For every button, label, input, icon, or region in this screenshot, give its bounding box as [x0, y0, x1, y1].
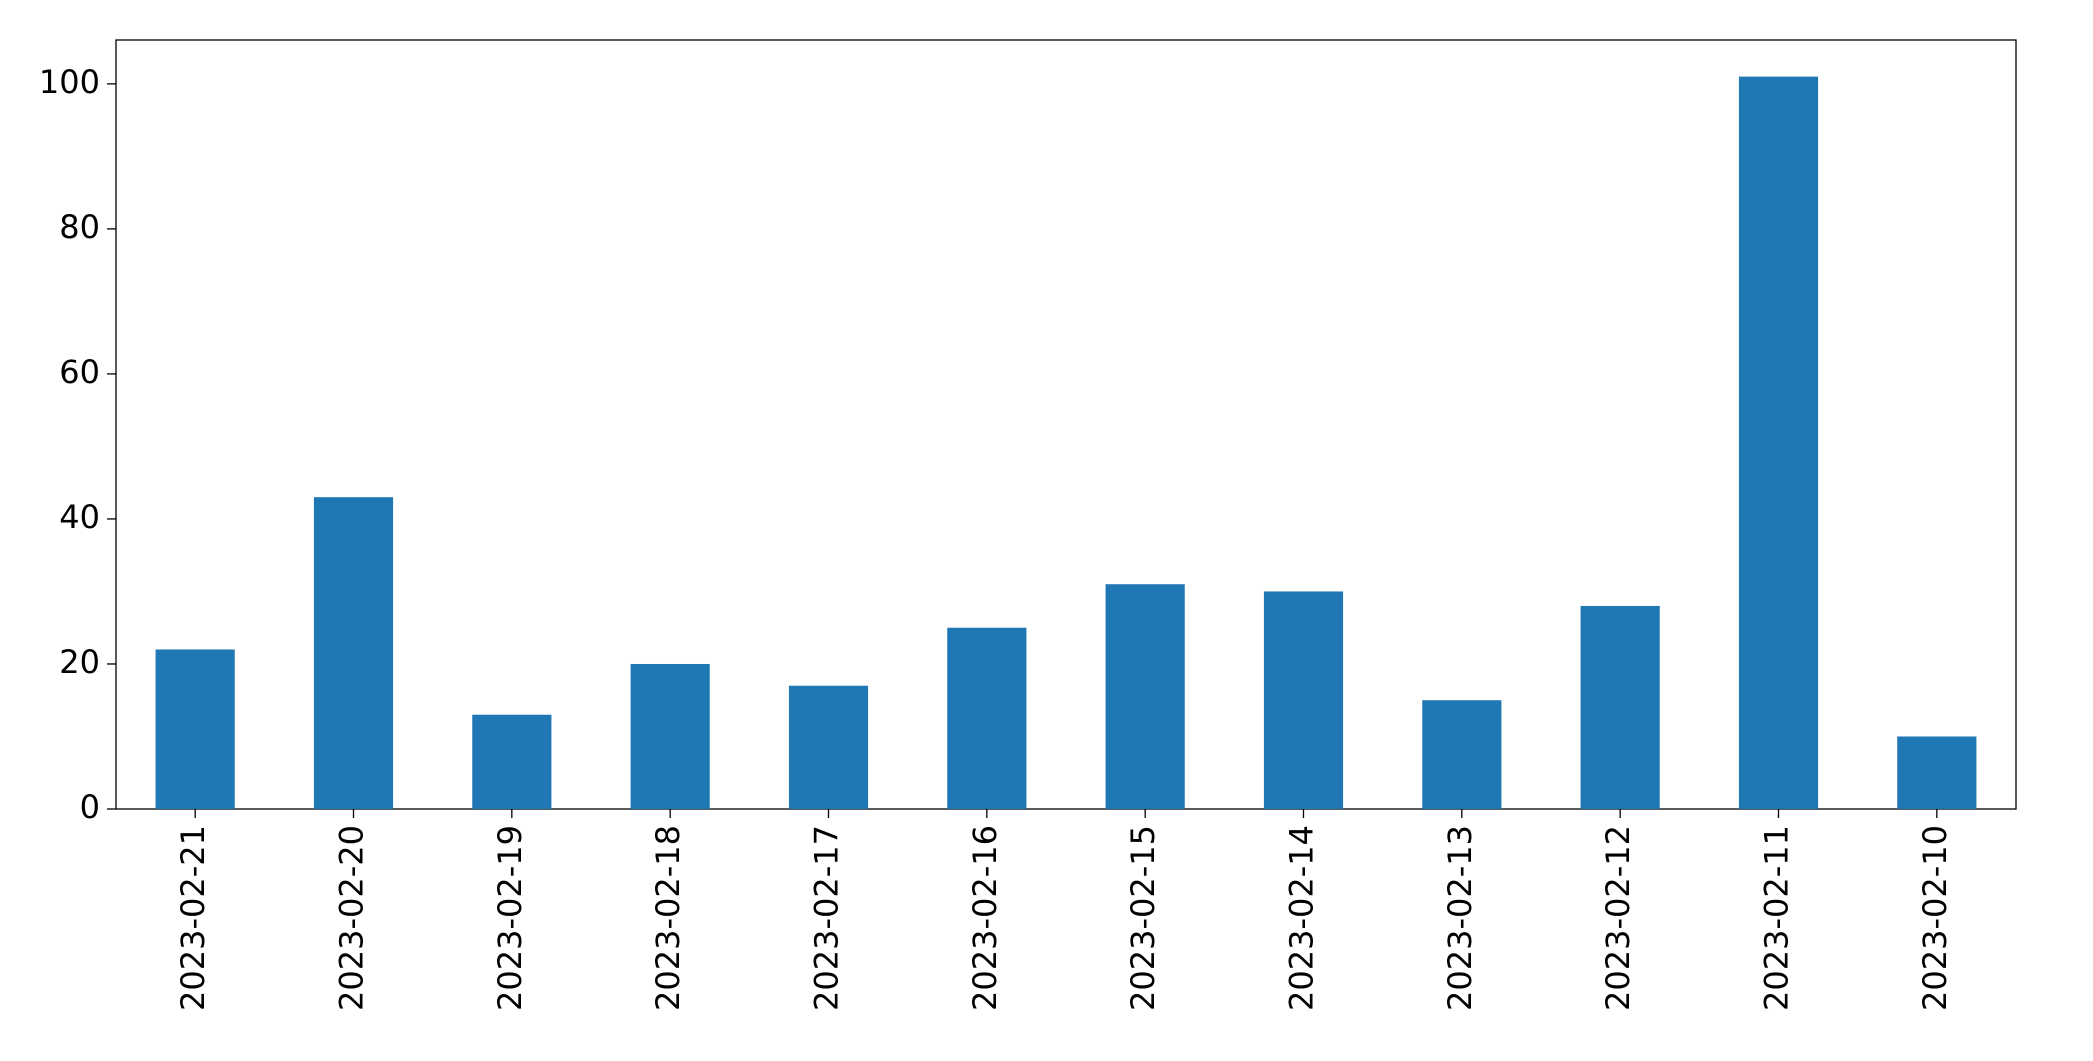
bar: [1897, 736, 1977, 809]
x-tick-label: 2023-02-15: [1124, 825, 1162, 1011]
x-tick-label: 2023-02-14: [1283, 825, 1321, 1011]
bar: [630, 663, 710, 809]
bar: [1105, 584, 1185, 809]
bar: [472, 714, 552, 809]
x-tick-label: 2023-02-20: [333, 825, 371, 1011]
x-tick-label: 2023-02-10: [1916, 825, 1954, 1011]
x-tick-label: 2023-02-18: [649, 825, 687, 1011]
bar: [788, 685, 869, 809]
x-tick-label: 2023-02-17: [808, 825, 846, 1011]
y-tick-label: 40: [59, 498, 100, 536]
bar: [1738, 76, 1819, 810]
y-tick-label: 0: [80, 788, 100, 826]
bar: [313, 497, 394, 809]
bar: [947, 627, 1027, 809]
x-tick-label: 2023-02-13: [1441, 825, 1479, 1011]
x-tick-label: 2023-02-16: [966, 825, 1004, 1011]
y-tick-label: 100: [39, 63, 100, 101]
bar: [1580, 605, 1660, 809]
x-tick-label: 2023-02-11: [1758, 825, 1796, 1011]
x-tick-label: 2023-02-12: [1599, 825, 1637, 1011]
y-tick-label: 80: [59, 208, 100, 246]
x-tick-label: 2023-02-19: [491, 825, 529, 1011]
bar: [155, 649, 235, 809]
bar: [1422, 700, 1502, 809]
plot-frame: [115, 39, 2017, 810]
y-tick-label: 20: [59, 643, 100, 681]
x-tick-label: 2023-02-21: [174, 825, 212, 1011]
bar: [1263, 591, 1344, 809]
y-tick-label: 60: [59, 353, 100, 391]
